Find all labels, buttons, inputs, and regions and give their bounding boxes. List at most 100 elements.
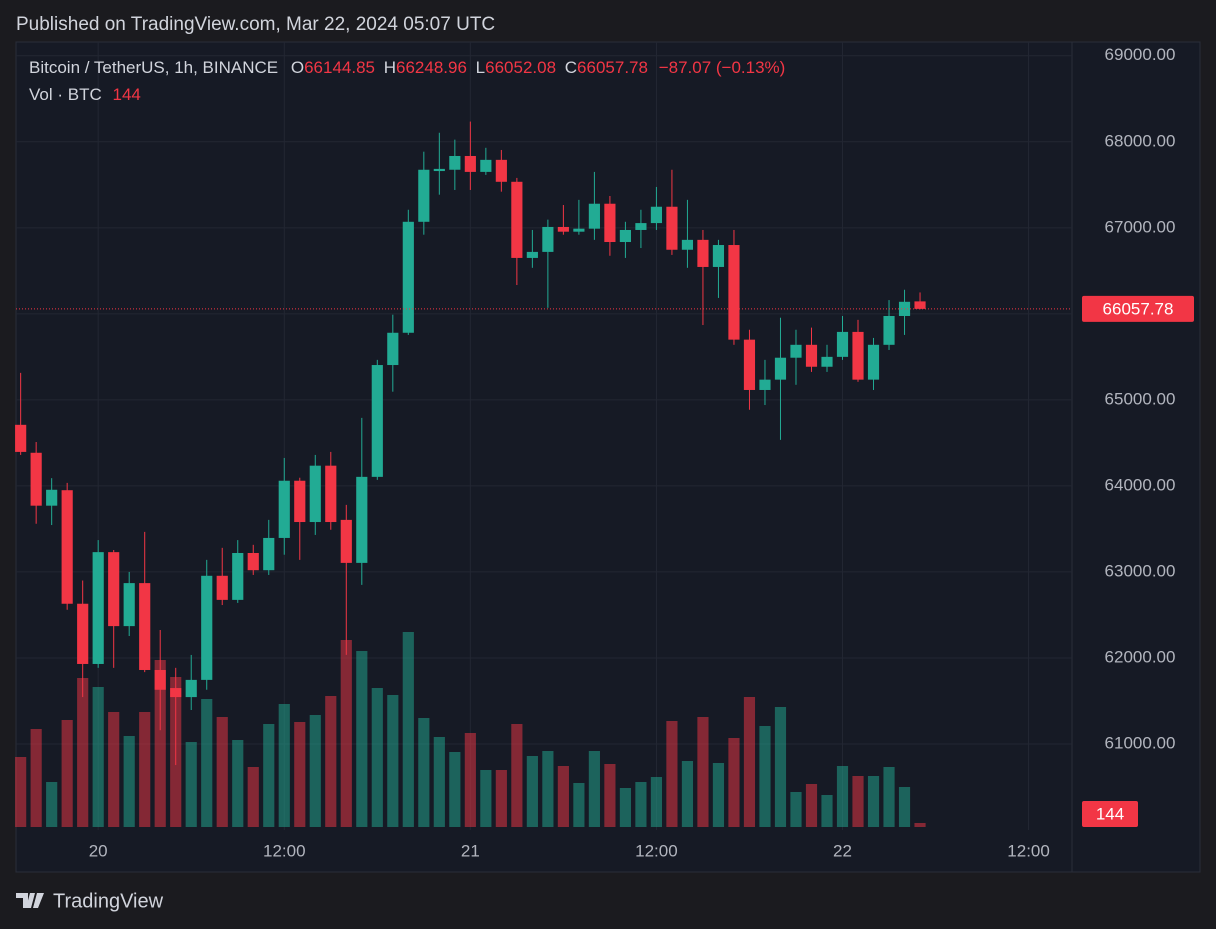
volume-bar xyxy=(356,651,368,827)
symbol: Bitcoin / TetherUS, 1h, BINANCE xyxy=(29,58,278,77)
volume-bar xyxy=(743,697,756,827)
candle-body xyxy=(201,575,213,680)
volume-bar xyxy=(449,752,461,827)
ohlc-value: 66144.85 xyxy=(304,58,375,77)
candle-body xyxy=(774,357,787,380)
candle-body xyxy=(216,575,228,600)
volume-bar xyxy=(294,722,306,827)
candle-body xyxy=(418,169,430,222)
volume-bar xyxy=(325,696,337,827)
volume-bar xyxy=(185,742,197,827)
volume-bar xyxy=(139,712,151,827)
ohlc-label: L xyxy=(476,58,485,77)
candle-body xyxy=(340,519,352,563)
volume-bar xyxy=(418,718,430,827)
volume-bar xyxy=(604,764,616,827)
x-tick-label: 12:00 xyxy=(263,841,306,860)
candle-body xyxy=(666,206,678,250)
volume-bar xyxy=(123,736,135,827)
volume-bar xyxy=(15,757,27,827)
volume-bar xyxy=(92,687,104,827)
candle-body xyxy=(681,239,694,250)
candle-body xyxy=(852,331,864,380)
candle-body xyxy=(123,583,135,627)
candle-body xyxy=(588,203,600,229)
candle-body xyxy=(232,552,244,600)
volume-bar xyxy=(309,715,321,827)
chart-pane xyxy=(15,41,1201,873)
volume-bar xyxy=(728,738,740,827)
candle-body xyxy=(170,688,182,698)
candle-body xyxy=(511,181,523,258)
y-tick-label: 68000.00 xyxy=(1105,131,1176,150)
candle-body xyxy=(743,339,756,390)
candle-body xyxy=(635,223,647,230)
volume-bar xyxy=(542,751,554,827)
volume-bar xyxy=(619,788,631,827)
candle-body xyxy=(464,155,476,172)
volume-bar xyxy=(464,733,476,827)
candle-body xyxy=(108,552,120,627)
candle-body xyxy=(697,239,709,267)
volume-bar xyxy=(666,721,678,827)
candle-body xyxy=(836,331,849,357)
candle-body xyxy=(557,226,569,232)
candle-body xyxy=(92,552,104,664)
candle-body xyxy=(30,452,42,506)
volume-label: Vol · BTC xyxy=(29,85,102,104)
x-tick-label: 21 xyxy=(461,841,480,860)
volume-bar xyxy=(232,740,244,827)
candle-body xyxy=(433,168,445,172)
volume-bar xyxy=(821,795,833,827)
candle-body xyxy=(914,301,926,309)
volume-bar xyxy=(46,782,58,827)
volume-bar xyxy=(852,776,864,827)
volume-bar xyxy=(371,688,383,827)
candle-body xyxy=(46,489,58,506)
change: −87.07 (−0.13%) xyxy=(659,58,786,77)
candle-body xyxy=(325,465,337,523)
ohlc-label: O xyxy=(291,58,304,77)
volume-bar xyxy=(914,823,926,827)
ohlc-value: 66057.78 xyxy=(577,58,648,77)
candle-body xyxy=(309,465,321,523)
candle-body xyxy=(77,603,89,664)
volume-bar xyxy=(759,726,771,827)
volume-bar xyxy=(681,761,694,827)
candle-body xyxy=(480,159,492,172)
volume-bar xyxy=(588,751,600,827)
y-tick-label: 63000.00 xyxy=(1105,561,1176,580)
y-tick-label: 64000.00 xyxy=(1105,475,1176,494)
price-tag xyxy=(1082,295,1194,322)
volume-bar xyxy=(495,770,507,827)
volume-bar xyxy=(573,783,585,827)
volume-tag-label: 144 xyxy=(1096,804,1124,823)
volume-bar xyxy=(247,767,259,827)
logo: TradingView xyxy=(16,890,164,912)
volume-bar xyxy=(712,763,725,827)
y-tick-label: 65000.00 xyxy=(1105,389,1176,408)
volume-bar xyxy=(790,792,802,827)
marks xyxy=(15,121,1072,827)
volume-value: 144 xyxy=(112,85,140,104)
candle-body xyxy=(619,229,631,243)
candle-body xyxy=(821,356,833,367)
volume-bar xyxy=(557,766,569,827)
volume-legend: Vol · BTC 144 xyxy=(29,85,141,104)
x-tick-label: 12:00 xyxy=(635,841,678,860)
candle-body xyxy=(61,490,73,604)
volume-bar xyxy=(387,695,399,827)
volume-bar xyxy=(480,770,492,827)
logo-icon xyxy=(16,893,44,908)
candle-body xyxy=(387,332,399,366)
candle-body xyxy=(139,583,151,670)
candle-body xyxy=(604,203,616,243)
candle-body xyxy=(728,245,740,340)
x-tick-label: 12:00 xyxy=(1007,841,1050,860)
x-tick-label: 22 xyxy=(833,841,852,860)
volume-bar xyxy=(77,678,89,827)
volume-bar xyxy=(883,767,895,827)
candle-body xyxy=(650,206,663,224)
candle-body xyxy=(356,476,368,563)
